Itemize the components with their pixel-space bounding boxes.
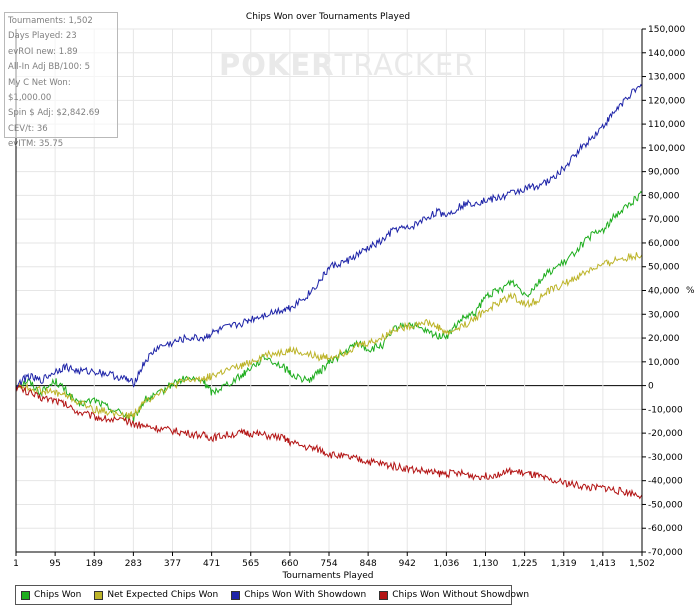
x-tick-label: 1 <box>13 559 19 569</box>
legend-label: Net Expected Chips Won <box>107 590 219 600</box>
y-axis-label: % <box>686 286 695 296</box>
stat-line: Days Played: 23 <box>8 31 77 42</box>
x-tick-label: 848 <box>360 559 377 569</box>
y-tick-label: 140,000 <box>648 49 685 59</box>
stat-line: evITM: 35.75 <box>8 139 64 150</box>
x-tick-label: 1,036 <box>433 559 459 569</box>
y-tick-label: -40,000 <box>648 477 683 487</box>
x-tick-label: 95 <box>49 559 60 569</box>
x-tick-label: 565 <box>242 559 259 569</box>
legend-item[interactable]: Chips Won With Showdown <box>231 590 366 600</box>
x-tick-label: 660 <box>281 559 298 569</box>
y-tick-label: 60,000 <box>648 239 680 249</box>
y-tick-label: 0 <box>648 382 654 392</box>
x-tick-label: 942 <box>399 559 416 569</box>
legend-label: Chips Won <box>34 590 82 600</box>
series-line-chips-won-with-showdown <box>15 83 643 389</box>
y-tick-label: 80,000 <box>648 191 680 201</box>
y-tick-label: 70,000 <box>648 215 680 225</box>
x-tick-label: 1,502 <box>629 559 655 569</box>
x-tick-label: 471 <box>203 559 220 569</box>
y-tick-label: 30,000 <box>648 310 680 320</box>
stat-line: Tournaments: 1,502 <box>8 16 93 26</box>
y-tick-label: 130,000 <box>648 73 685 83</box>
stats-box: Tournaments: 1,502 Days Played: 23 evROI n… <box>4 12 118 149</box>
y-tick-label: -70,000 <box>648 548 683 558</box>
x-tick-label: 1,319 <box>551 559 577 569</box>
stat-line: My C Net Won: $1,000.00 <box>8 77 71 104</box>
y-tick-label: 150,000 <box>648 25 685 35</box>
chart-legend: Chips Won Net Expected Chips Won Chips Won… <box>15 585 529 605</box>
pokertracker-watermark: POKERTRACKER <box>219 48 476 82</box>
y-tick-label: -20,000 <box>648 429 683 439</box>
y-tick-label: 120,000 <box>648 96 685 106</box>
series-lines <box>15 83 643 500</box>
legend-item[interactable]: Chips Won <box>21 590 81 600</box>
x-axis-ticks: 1 95 189 283 377 471 565 660 754 848 942 1,036 1,130… <box>13 552 655 569</box>
y-axis-ticks: 150,000 140,000 130,000 120,000 110,000 100,0… <box>642 25 685 558</box>
y-tick-label: 100,000 <box>648 144 685 154</box>
x-tick-label: 283 <box>125 559 142 569</box>
y-tick-label: -10,000 <box>648 405 683 415</box>
x-tick-label: 189 <box>86 559 103 569</box>
x-tick-label: 377 <box>164 559 181 569</box>
legend-swatch <box>21 590 30 600</box>
y-tick-label: 10,000 <box>648 358 680 368</box>
legend-swatch <box>94 590 104 600</box>
y-tick-label: -50,000 <box>648 500 683 510</box>
legend-item[interactable]: Net Expected Chips Won <box>94 590 218 600</box>
y-tick-label: -60,000 <box>648 524 683 534</box>
y-tick-label: 50,000 <box>648 263 680 273</box>
x-tick-label: 754 <box>320 559 337 569</box>
y-tick-label: 110,000 <box>648 120 685 130</box>
x-axis-label: Tournaments Played <box>281 571 373 581</box>
legend-label: Chips Won Without Showdown <box>392 590 530 600</box>
y-tick-label: -30,000 <box>648 453 683 463</box>
series-line-chips-won-without-showdown <box>15 384 643 500</box>
legend-label: Chips Won With Showdown <box>244 590 367 600</box>
legend-swatch <box>379 590 389 600</box>
stat-line: evROI new: 1.89 <box>8 46 78 57</box>
x-tick-label: 1,130 <box>473 559 499 569</box>
stat-line: All-In Adj BB/100: 5 <box>8 62 91 73</box>
stat-line: Spin $ Adj: $2,842.69 <box>8 108 100 119</box>
y-tick-label: 90,000 <box>648 168 680 178</box>
legend-item[interactable]: Chips Won Without Showdown <box>379 590 529 600</box>
stat-line: CEV/t: 36 <box>8 123 48 134</box>
chart-title: Chips Won over Tournaments Played <box>246 12 410 22</box>
y-tick-label: 20,000 <box>648 334 680 344</box>
x-tick-label: 1,413 <box>590 559 616 569</box>
y-tick-label: 40,000 <box>648 287 680 297</box>
legend-swatch <box>231 590 241 600</box>
x-tick-label: 1,225 <box>512 559 538 569</box>
